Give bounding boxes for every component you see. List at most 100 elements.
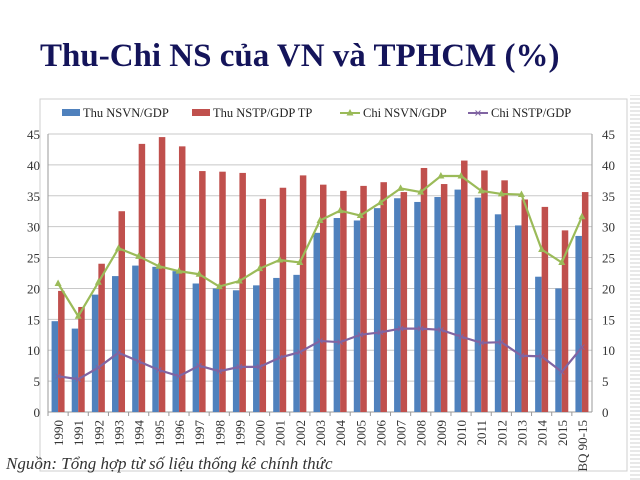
- x-tick-label: 2002: [293, 420, 308, 446]
- point-marker: [518, 352, 525, 359]
- bar-thu-nstp-gdp-tp: [178, 146, 186, 412]
- bar-thu-nsvn-gdp: [454, 189, 462, 412]
- point-marker: [296, 258, 304, 265]
- point-marker: [196, 362, 202, 369]
- bar-thu-nstp-gdp-tp: [340, 190, 347, 412]
- bar-thu-nstp-gdp-tp: [320, 184, 327, 412]
- x-tick-label: 1995: [152, 420, 167, 446]
- point-marker: [195, 270, 203, 277]
- legend-label: Chi NSVN/GDP: [363, 106, 447, 120]
- point-marker: [55, 373, 61, 380]
- y-tick-right: 40: [602, 158, 615, 173]
- point-marker: [74, 312, 82, 319]
- y-tick-left: 15: [27, 312, 40, 327]
- y-tick-left: 25: [27, 251, 40, 266]
- y-tick-left: 20: [27, 281, 40, 296]
- bar-thu-nsvn-gdp: [414, 201, 421, 412]
- bar-thu-nstp-gdp-tp: [199, 171, 206, 412]
- point-marker: [216, 368, 223, 375]
- point-marker: [356, 211, 364, 219]
- point-marker: [578, 212, 586, 220]
- point-marker: [417, 325, 424, 332]
- point-marker: [538, 353, 545, 360]
- point-marker: [94, 278, 102, 285]
- point-marker: [115, 244, 123, 251]
- bar-thu-nsvn-gdp: [192, 283, 200, 412]
- chart-frame: [39, 98, 628, 472]
- point-marker: [236, 364, 243, 370]
- bar-thu-nsvn-gdp: [535, 276, 542, 412]
- y-tick-right: 35: [602, 189, 615, 204]
- y-tick-left: 40: [27, 158, 40, 173]
- bar-thu-nsvn-gdp: [333, 218, 341, 412]
- bar-thu-nsvn-gdp: [293, 274, 300, 412]
- bar-thu-nstp-gdp-tp: [541, 206, 549, 412]
- x-tick-label: 1998: [212, 420, 227, 446]
- bar-thu-nstp-gdp-tp: [259, 198, 267, 412]
- point-marker: [458, 333, 464, 340]
- y-tick-left: 45: [27, 127, 40, 142]
- point-marker: [115, 349, 122, 356]
- point-marker: [558, 368, 565, 375]
- legend-swatch: [62, 109, 80, 116]
- y-tick-right: 30: [602, 220, 615, 235]
- point-marker: [438, 326, 444, 333]
- point-marker: [477, 186, 485, 194]
- point-marker: [336, 206, 344, 214]
- bar-thu-nsvn-gdp: [112, 276, 119, 412]
- y-tick-right: 5: [602, 374, 609, 389]
- bar-thu-nstp-gdp-tp: [481, 170, 488, 412]
- bar-thu-nstp-gdp-tp: [58, 290, 65, 412]
- x-tick-label: BQ 90-15: [575, 420, 590, 472]
- bar-thu-nstp-gdp-tp: [118, 211, 126, 412]
- legend-label: Thu NSTP/GDP TP: [213, 106, 312, 120]
- x-tick-label: 2011: [474, 420, 489, 446]
- point-marker: [175, 267, 183, 274]
- x-tick-label: 2013: [514, 420, 529, 446]
- bar-thu-nsvn-gdp: [152, 266, 159, 412]
- bar-thu-nstp-gdp-tp: [581, 192, 589, 412]
- point-marker: [437, 172, 445, 179]
- x-tick-label: 2003: [313, 420, 328, 446]
- point-marker: [276, 354, 283, 361]
- bar-thu-nsvn-gdp: [575, 235, 582, 412]
- point-marker: [417, 188, 425, 195]
- y-tick-right: 10: [602, 343, 615, 358]
- bar-thu-nstp-gdp-tp: [400, 192, 408, 412]
- point-marker: [337, 339, 344, 346]
- point-marker: [357, 331, 364, 338]
- point-marker: [276, 256, 284, 263]
- bar-thu-nsvn-gdp: [273, 277, 280, 412]
- x-tick-label: 2008: [414, 420, 429, 446]
- bar-thu-nstp-gdp-tp: [299, 175, 307, 412]
- x-tick-label: 1994: [132, 420, 147, 447]
- x-tick-label: 1993: [112, 420, 127, 446]
- bar-thu-nsvn-gdp: [91, 294, 99, 412]
- point-marker: [95, 364, 102, 371]
- y-tick-right: 25: [602, 251, 615, 266]
- point-marker: [135, 358, 142, 365]
- point-marker: [376, 198, 384, 206]
- point-marker: [215, 282, 223, 290]
- bar-thu-nstp-gdp-tp: [219, 171, 226, 412]
- point-marker: [377, 329, 384, 336]
- bar-thu-nsvn-gdp: [494, 214, 502, 412]
- point-marker: [235, 277, 243, 284]
- y-tick-left: 5: [34, 374, 41, 389]
- x-tick-label: 2015: [555, 420, 570, 446]
- bar-thu-nsvn-gdp: [212, 288, 220, 412]
- y-tick-left: 0: [34, 405, 41, 420]
- x-tick-label: 2001: [273, 420, 288, 446]
- bar-thu-nstp-gdp-tp: [78, 306, 85, 412]
- bar-thu-nsvn-gdp: [313, 232, 320, 412]
- x-tick-label: 2000: [253, 420, 268, 446]
- bar-thu-nstp-gdp-tp: [158, 137, 166, 413]
- legend-marker: [346, 109, 354, 116]
- bar-thu-nsvn-gdp: [51, 321, 59, 412]
- x-tick-label: 1991: [71, 420, 86, 446]
- legend-label: Chi NSTP/GDP: [491, 106, 571, 120]
- y-tick-left: 10: [27, 343, 40, 358]
- x-tick-label: 1997: [192, 420, 207, 447]
- point-marker: [558, 258, 566, 265]
- point-marker: [317, 338, 323, 344]
